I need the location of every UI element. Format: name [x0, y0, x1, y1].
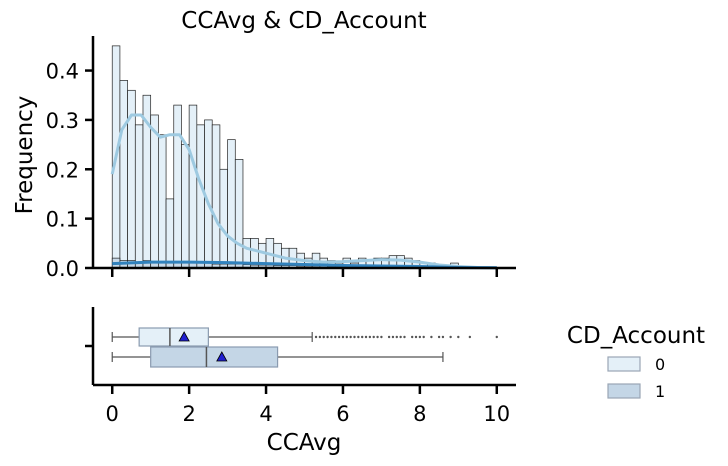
y-tick-label-3: 0.3 [46, 109, 79, 133]
histogram-bar-0-9 [181, 144, 190, 269]
histogram-bar-0-5 [150, 114, 159, 269]
outlier-0-26 [422, 335, 425, 339]
outlier-0-20 [395, 335, 398, 339]
box-0 [138, 327, 209, 347]
outlier-0-13 [364, 335, 368, 339]
legend: CD_Account 01 [567, 323, 705, 401]
x-tick-label-4: 8 [413, 402, 426, 426]
kde-line-0 [110, 113, 497, 270]
histogram-bar-0-8 [173, 104, 182, 269]
x-tick-label-0: 0 [106, 402, 119, 426]
outlier-0-16 [376, 335, 379, 339]
outlier-0-23 [410, 335, 414, 339]
outlier-0-7 [341, 335, 345, 339]
histogram-bar-0-14 [219, 168, 228, 269]
x-tick-label-2: 4 [259, 402, 272, 426]
mean-marker-0 [178, 331, 190, 342]
outlier-0-27 [430, 335, 433, 339]
x-tick-label-3: 6 [336, 402, 349, 426]
outlier-0-33 [495, 335, 498, 339]
outlier-0-3 [326, 335, 329, 339]
outlier-0-17 [380, 335, 383, 339]
outlier-0-18 [387, 335, 391, 339]
legend-label-1: 1 [655, 382, 665, 401]
boxplot-panel: 0 2 4 6 8 10 [85, 307, 516, 426]
x-axis-label: CCAvg [267, 430, 342, 456]
histogram-bar-0-6 [158, 134, 167, 269]
histogram-bar-0-11 [196, 124, 205, 269]
y-tick-label-2: 0.2 [46, 158, 79, 182]
outlier-0-30 [449, 335, 452, 339]
outlier-0-10 [353, 335, 356, 339]
legend-items: 01 [607, 355, 665, 401]
histogram-bar-0-13 [211, 124, 221, 269]
histogram-axes: 0.0 0.1 0.2 0.3 0.4 [46, 36, 516, 281]
y-tick-label-4: 0.4 [46, 60, 79, 84]
outlier-0-1 [318, 335, 322, 339]
histogram-bar-0-16 [234, 159, 244, 269]
legend-swatch-1 [607, 383, 641, 399]
y-tick-label-1: 0.1 [46, 208, 79, 232]
outlier-0-15 [372, 335, 375, 339]
outlier-0-28 [437, 335, 441, 339]
outlier-0-31 [457, 335, 460, 339]
outlier-0-25 [418, 335, 422, 339]
outlier-0-6 [337, 335, 341, 339]
outlier-0-9 [349, 335, 352, 339]
outlier-0-29 [441, 335, 445, 339]
outlier-0-24 [414, 335, 418, 339]
histogram-bar-0-1 [119, 80, 128, 269]
histogram-bars [111, 45, 498, 269]
y-axis-label: Frequency [12, 96, 38, 215]
outlier-0-21 [399, 335, 402, 339]
legend-title: CD_Account [567, 323, 705, 349]
mean-marker-1 [216, 351, 228, 362]
outlier-0-2 [322, 335, 325, 339]
outlier-0-14 [368, 335, 372, 339]
outlier-0-8 [345, 335, 348, 339]
outlier-0-5 [334, 335, 337, 339]
outlier-0-12 [360, 335, 364, 339]
legend-swatch-0 [607, 356, 641, 372]
x-tick-label-5: 10 [483, 402, 510, 426]
histogram-panel: 0.0 0.1 0.2 0.3 0.4 [46, 36, 516, 281]
outlier-0-4 [330, 335, 333, 339]
histogram-bar-0-10 [188, 104, 198, 269]
boxplot-axes: 0 2 4 6 8 10 [85, 307, 516, 426]
y-tick-label-0: 0.0 [46, 257, 79, 281]
legend-label-0: 0 [655, 355, 665, 374]
histogram-bar-0-3 [134, 124, 144, 269]
outlier-0-11 [357, 335, 360, 339]
outlier-0-22 [403, 335, 406, 339]
outlier-0-19 [391, 335, 395, 339]
box-1 [150, 346, 279, 368]
histogram-bar-0-7 [165, 198, 175, 269]
boxplot-marks [111, 327, 498, 368]
outlier-0-32 [468, 335, 472, 339]
histogram-bar-0-15 [227, 139, 236, 269]
outlier-0-0 [314, 335, 318, 339]
chart-title: CCAvg & CD_Account [181, 8, 426, 34]
x-tick-label-1: 2 [182, 402, 195, 426]
